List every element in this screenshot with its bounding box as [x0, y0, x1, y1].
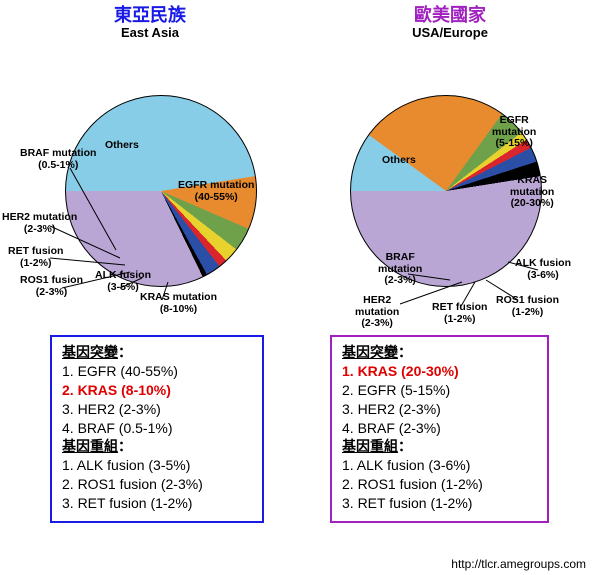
slice-label: HER2mutation(2-3%)	[355, 295, 399, 330]
title-en: USA/Europe	[300, 26, 600, 40]
east-asia-column: 東亞民族 East Asia EGFR mutation(40-55%) KRAS…	[0, 0, 300, 320]
usa-europe-pie-chart: EGFRmutation(5-15%) KRASmutation(20-30%) A…	[300, 40, 600, 320]
slice-label: BRAFmutation(2-3%)	[378, 252, 422, 287]
source-url: http://tlcr.amegroups.com	[451, 557, 586, 571]
usa-europe-title: 歐美國家 USA/Europe	[300, 6, 600, 40]
slice-label: ALK fusion(3-5%)	[95, 270, 151, 293]
usa-europe-listbox: 基因突變：1. KRAS (20-30%)2. EGFR (5-15%)3. H…	[330, 335, 549, 523]
list-item: 3. HER2 (2-3%)	[342, 400, 537, 419]
list-item: 1. ALK fusion (3-6%)	[342, 456, 537, 475]
list-item: 2. ROS1 fusion (2-3%)	[62, 475, 252, 494]
list-item: 4. BRAF (0.5-1%)	[62, 419, 252, 438]
fusion-header: 基因重組：	[62, 437, 252, 456]
east-asia-title: 東亞民族 East Asia	[0, 6, 300, 40]
east-asia-pie-chart: EGFR mutation(40-55%) KRAS mutation(8-10%…	[0, 40, 300, 320]
slice-label: Others	[382, 155, 416, 167]
list-item: 1. ALK fusion (3-5%)	[62, 456, 252, 475]
slice-label: BRAF mutation(0.5-1%)	[20, 148, 96, 171]
fusion-header: 基因重組：	[342, 437, 537, 456]
list-item: 4. BRAF (2-3%)	[342, 419, 537, 438]
list-item: 2. KRAS (8-10%)	[62, 381, 252, 400]
title-cjk: 歐美國家	[300, 6, 600, 26]
slice-label: EGFR mutation(40-55%)	[178, 180, 254, 203]
slice-label: EGFRmutation(5-15%)	[492, 115, 536, 150]
slice-label: KRAS mutation(8-10%)	[140, 292, 217, 315]
list-item: 3. RET fusion (1-2%)	[62, 494, 252, 513]
list-item: 2. EGFR (5-15%)	[342, 381, 537, 400]
mutation-header: 基因突變：	[342, 343, 537, 362]
list-item: 2. ROS1 fusion (1-2%)	[342, 475, 537, 494]
mutation-header: 基因突變：	[62, 343, 252, 362]
list-item: 3. RET fusion (1-2%)	[342, 494, 537, 513]
slice-label: HER2 mutation(2-3%)	[2, 212, 77, 235]
slice-label: ALK fusion(3-6%)	[515, 258, 571, 281]
usa-europe-column: 歐美國家 USA/Europe EGFRmutation(5-15%) KRASm…	[300, 0, 600, 320]
slice-label: ROS1 fusion(1-2%)	[496, 295, 559, 318]
east-asia-listbox: 基因突變：1. EGFR (40-55%)2. KRAS (8-10%)3. H…	[50, 335, 264, 523]
slice-label: RET fusion(1-2%)	[8, 246, 63, 269]
slice-label: RET fusion(1-2%)	[432, 302, 487, 325]
list-item: 1. KRAS (20-30%)	[342, 362, 537, 381]
slice-label: ROS1 fusion(2-3%)	[20, 275, 83, 298]
list-item: 1. EGFR (40-55%)	[62, 362, 252, 381]
slice-label: KRASmutation(20-30%)	[510, 175, 554, 210]
title-en: East Asia	[0, 26, 300, 40]
slice-label: Others	[105, 140, 139, 152]
title-cjk: 東亞民族	[0, 6, 300, 26]
list-item: 3. HER2 (2-3%)	[62, 400, 252, 419]
